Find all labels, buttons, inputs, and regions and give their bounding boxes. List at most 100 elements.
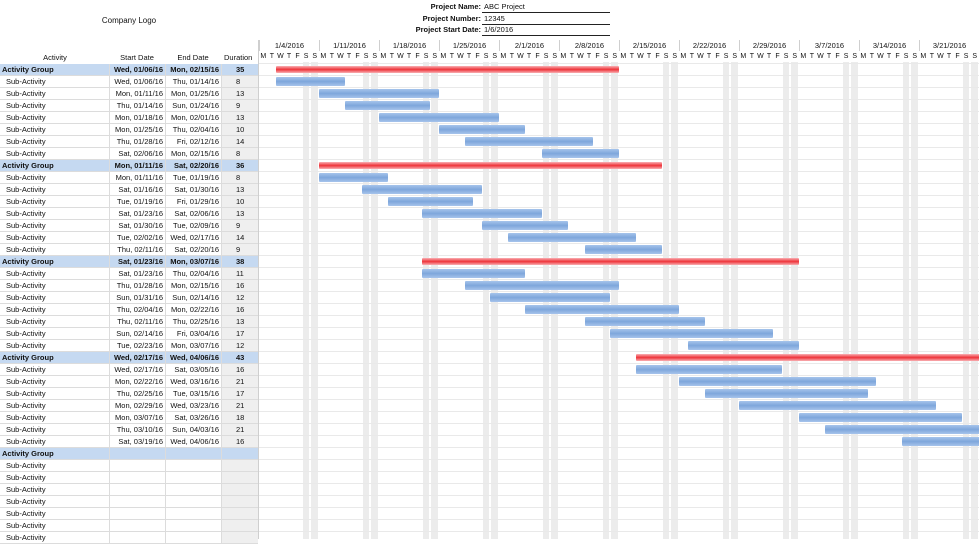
activity-cell[interactable]: Sub-Activity bbox=[0, 328, 110, 339]
end-date-cell[interactable]: Mon, 02/22/16 bbox=[166, 304, 222, 315]
sub-activity-row[interactable]: Sub-Activity Thu, 02/04/16 Mon, 02/22/16 16 bbox=[0, 304, 258, 316]
activity-cell[interactable]: Sub-Activity bbox=[0, 88, 110, 99]
activity-group-row[interactable]: Activity Group bbox=[0, 448, 258, 460]
sub-activity-row[interactable]: Sub-Activity Mon, 01/11/16 Mon, 01/25/16 13 bbox=[0, 88, 258, 100]
sub-activity-row[interactable]: Sub-Activity Sun, 01/31/16 Sun, 02/14/16 12 bbox=[0, 292, 258, 304]
duration-cell[interactable]: 14 bbox=[222, 232, 258, 243]
end-date-cell[interactable]: Tue, 01/19/16 bbox=[166, 172, 222, 183]
end-date-cell[interactable]: Wed, 04/06/16 bbox=[166, 352, 222, 363]
end-date-cell[interactable]: Sat, 02/06/16 bbox=[166, 208, 222, 219]
sub-activity-bar[interactable] bbox=[319, 173, 388, 182]
duration-cell[interactable] bbox=[222, 472, 258, 483]
end-date-cell[interactable] bbox=[166, 532, 222, 543]
start-date-cell[interactable]: Sat, 03/19/16 bbox=[110, 436, 166, 447]
sub-activity-row[interactable]: Sub-Activity bbox=[0, 508, 258, 520]
sub-activity-row[interactable]: Sub-Activity Mon, 01/25/16 Thu, 02/04/16 10 bbox=[0, 124, 258, 136]
sub-activity-row[interactable]: Sub-Activity Thu, 01/28/16 Fri, 02/12/16 14 bbox=[0, 136, 258, 148]
end-date-cell[interactable]: Mon, 02/15/16 bbox=[166, 280, 222, 291]
start-date-cell[interactable]: Thu, 02/25/16 bbox=[110, 388, 166, 399]
sub-activity-row[interactable]: Sub-Activity bbox=[0, 520, 258, 532]
sub-activity-row[interactable]: Sub-Activity Thu, 01/28/16 Mon, 02/15/16 16 bbox=[0, 280, 258, 292]
sub-activity-row[interactable]: Sub-Activity Mon, 02/22/16 Wed, 03/16/16 21 bbox=[0, 376, 258, 388]
duration-cell[interactable]: 9 bbox=[222, 220, 258, 231]
sub-activity-row[interactable]: Sub-Activity Thu, 02/25/16 Tue, 03/15/16 17 bbox=[0, 388, 258, 400]
start-date-cell[interactable]: Thu, 01/14/16 bbox=[110, 100, 166, 111]
group-bar[interactable] bbox=[421, 258, 799, 265]
end-date-cell[interactable]: Sun, 01/24/16 bbox=[166, 100, 222, 111]
end-date-cell[interactable]: Wed, 02/17/16 bbox=[166, 232, 222, 243]
end-date-cell[interactable]: Sat, 02/20/16 bbox=[166, 244, 222, 255]
end-date-cell[interactable]: Wed, 04/06/16 bbox=[166, 436, 222, 447]
sub-activity-bar[interactable] bbox=[276, 77, 345, 86]
duration-cell[interactable]: 38 bbox=[222, 256, 258, 267]
activity-cell[interactable]: Sub-Activity bbox=[0, 304, 110, 315]
end-date-cell[interactable]: Mon, 03/07/16 bbox=[166, 256, 222, 267]
duration-cell[interactable]: 35 bbox=[222, 64, 258, 75]
sub-activity-row[interactable]: Sub-Activity Sat, 02/06/16 Mon, 02/15/16 8 bbox=[0, 148, 258, 160]
activity-cell[interactable]: Sub-Activity bbox=[0, 340, 110, 351]
end-date-cell[interactable]: Thu, 02/04/16 bbox=[166, 124, 222, 135]
sub-activity-bar[interactable] bbox=[507, 233, 637, 242]
duration-cell[interactable]: 14 bbox=[222, 136, 258, 147]
start-date-cell[interactable]: Wed, 02/17/16 bbox=[110, 352, 166, 363]
end-date-cell[interactable]: Sat, 03/26/16 bbox=[166, 412, 222, 423]
activity-cell[interactable]: Sub-Activity bbox=[0, 136, 110, 147]
start-date-cell[interactable]: Tue, 02/02/16 bbox=[110, 232, 166, 243]
end-date-cell[interactable]: Fri, 01/29/16 bbox=[166, 196, 222, 207]
end-date-cell[interactable]: Wed, 03/16/16 bbox=[166, 376, 222, 387]
sub-activity-bar[interactable] bbox=[344, 101, 431, 110]
activity-cell[interactable]: Sub-Activity bbox=[0, 184, 110, 195]
start-date-cell[interactable]: Thu, 02/11/16 bbox=[110, 244, 166, 255]
end-date-cell[interactable]: Mon, 02/15/16 bbox=[166, 148, 222, 159]
end-date-cell[interactable]: Tue, 02/09/16 bbox=[166, 220, 222, 231]
activity-group-row[interactable]: Activity Group Mon, 01/11/16 Sat, 02/20/16… bbox=[0, 160, 258, 172]
start-date-cell[interactable]: Mon, 01/11/16 bbox=[110, 172, 166, 183]
end-date-cell[interactable] bbox=[166, 472, 222, 483]
end-date-cell[interactable]: Sat, 02/20/16 bbox=[166, 160, 222, 171]
end-date-cell[interactable]: Sun, 04/03/16 bbox=[166, 424, 222, 435]
sub-activity-row[interactable]: Sub-Activity Sat, 01/23/16 Sat, 02/06/16 13 bbox=[0, 208, 258, 220]
duration-cell[interactable]: 21 bbox=[222, 400, 258, 411]
activity-cell[interactable]: Activity Group bbox=[0, 160, 110, 171]
duration-cell[interactable]: 13 bbox=[222, 112, 258, 123]
activity-cell[interactable]: Sub-Activity bbox=[0, 532, 110, 543]
sub-activity-bar[interactable] bbox=[687, 341, 799, 350]
sub-activity-row[interactable]: Sub-Activity Mon, 02/29/16 Wed, 03/23/16 21 bbox=[0, 400, 258, 412]
duration-cell[interactable]: 11 bbox=[222, 268, 258, 279]
duration-cell[interactable] bbox=[222, 520, 258, 531]
activity-cell[interactable]: Sub-Activity bbox=[0, 124, 110, 135]
duration-cell[interactable]: 21 bbox=[222, 424, 258, 435]
duration-cell[interactable]: 36 bbox=[222, 160, 258, 171]
project-name-value[interactable]: ABC Project bbox=[482, 1, 610, 13]
sub-activity-row[interactable]: Sub-Activity Sun, 02/14/16 Fri, 03/04/16 17 bbox=[0, 328, 258, 340]
activity-cell[interactable]: Sub-Activity bbox=[0, 424, 110, 435]
sub-activity-bar[interactable] bbox=[799, 413, 962, 422]
end-date-cell[interactable]: Thu, 02/04/16 bbox=[166, 268, 222, 279]
duration-cell[interactable]: 17 bbox=[222, 328, 258, 339]
sub-activity-row[interactable]: Sub-Activity Mon, 01/18/16 Mon, 02/01/16 13 bbox=[0, 112, 258, 124]
sub-activity-bar[interactable] bbox=[824, 425, 979, 434]
sub-activity-row[interactable]: Sub-Activity Tue, 01/19/16 Fri, 01/29/16 10 bbox=[0, 196, 258, 208]
start-date-cell[interactable]: Wed, 02/17/16 bbox=[110, 364, 166, 375]
end-date-cell[interactable]: Mon, 02/15/16 bbox=[166, 64, 222, 75]
duration-cell[interactable]: 13 bbox=[222, 88, 258, 99]
project-start-value[interactable]: 1/6/2016 bbox=[482, 24, 610, 36]
duration-cell[interactable]: 13 bbox=[222, 208, 258, 219]
end-date-cell[interactable]: Mon, 02/01/16 bbox=[166, 112, 222, 123]
end-date-cell[interactable]: Fri, 02/12/16 bbox=[166, 136, 222, 147]
activity-cell[interactable]: Sub-Activity bbox=[0, 400, 110, 411]
activity-cell[interactable]: Activity Group bbox=[0, 64, 110, 75]
activity-cell[interactable]: Sub-Activity bbox=[0, 376, 110, 387]
activity-cell[interactable]: Sub-Activity bbox=[0, 172, 110, 183]
duration-cell[interactable]: 9 bbox=[222, 100, 258, 111]
start-date-cell[interactable]: Thu, 02/11/16 bbox=[110, 316, 166, 327]
start-date-cell[interactable]: Thu, 01/28/16 bbox=[110, 280, 166, 291]
duration-cell[interactable]: 16 bbox=[222, 436, 258, 447]
end-date-cell[interactable]: Wed, 03/23/16 bbox=[166, 400, 222, 411]
sub-activity-bar[interactable] bbox=[481, 221, 568, 230]
group-bar[interactable] bbox=[319, 162, 662, 169]
activity-cell[interactable]: Sub-Activity bbox=[0, 208, 110, 219]
end-date-cell[interactable]: Sat, 01/30/16 bbox=[166, 184, 222, 195]
end-date-cell[interactable] bbox=[166, 496, 222, 507]
activity-cell[interactable]: Sub-Activity bbox=[0, 148, 110, 159]
